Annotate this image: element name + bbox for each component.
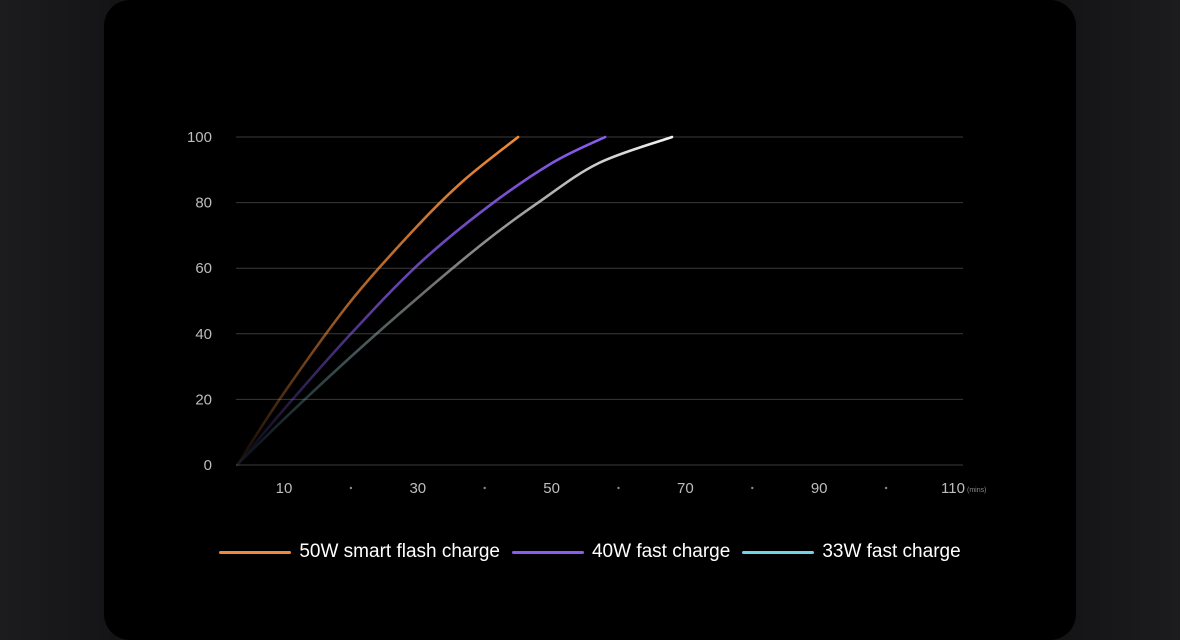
x-tick-dot bbox=[884, 486, 888, 490]
legend-item-33w: 33W fast charge bbox=[742, 541, 961, 563]
y-tick-label: 80 bbox=[195, 195, 212, 212]
y-tick-label: 100 bbox=[187, 129, 212, 146]
legend-item-40w: 40W fast charge bbox=[511, 541, 731, 563]
legend-label-50w: 50W smart flash charge bbox=[299, 541, 500, 562]
x-axis: 10 30 50 70 90 110 (mins) bbox=[276, 480, 987, 497]
x-tick-dot bbox=[617, 486, 620, 490]
series-line-50w bbox=[235, 135, 520, 467]
y-tick-label: 40 bbox=[195, 326, 212, 343]
series-lines bbox=[235, 135, 674, 467]
x-tick-label: 50 bbox=[543, 480, 560, 497]
x-tick-dot bbox=[349, 486, 353, 490]
legend: 50W smart flash charge 40W fast charge 3… bbox=[0, 537, 1180, 567]
legend-label-40w: 40W fast charge bbox=[591, 541, 731, 562]
legend-label-33w: 33W fast charge bbox=[822, 541, 961, 562]
gridlines bbox=[236, 136, 963, 466]
x-tick-label: 90 bbox=[811, 480, 828, 497]
series-line-33w bbox=[235, 135, 674, 467]
legend-item-50w: 50W smart flash charge bbox=[219, 541, 500, 563]
x-axis-unit: (mins) bbox=[967, 487, 986, 494]
x-tick-dot bbox=[483, 486, 486, 490]
y-axis: 0 20 40 60 80 100 bbox=[187, 129, 212, 474]
x-tick-dot bbox=[751, 486, 754, 490]
legend-swatch-33w bbox=[742, 550, 815, 554]
y-tick-label: 20 bbox=[195, 391, 212, 408]
x-tick-label: 70 bbox=[677, 480, 694, 497]
series-line-40w bbox=[235, 135, 607, 467]
chart-panel bbox=[104, 0, 1076, 640]
y-tick-label: 60 bbox=[195, 260, 212, 277]
charge-curve-chart: 0 20 40 60 80 100 10 30 50 70 90 110 (mins) bbox=[187, 129, 987, 497]
y-tick-label: 0 bbox=[204, 457, 212, 474]
x-tick-label: 30 bbox=[409, 480, 426, 497]
x-tick-label: 10 bbox=[276, 480, 293, 497]
legend-swatch-50w bbox=[219, 550, 292, 554]
legend-swatch-40w bbox=[511, 550, 584, 554]
x-tick-label: 110 bbox=[941, 480, 965, 497]
